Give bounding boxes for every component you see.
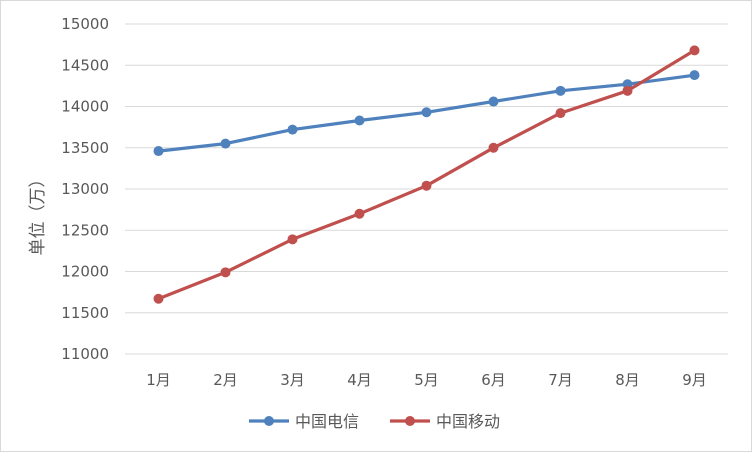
data-point xyxy=(488,96,499,107)
data-point xyxy=(555,108,566,119)
legend-label: 中国移动 xyxy=(436,412,500,431)
data-point xyxy=(287,234,298,245)
x-tick-label: 3月 xyxy=(280,371,305,389)
legend-swatch-marker xyxy=(405,416,415,426)
x-tick-label: 7月 xyxy=(548,371,573,389)
data-point xyxy=(622,85,633,96)
x-tick-label: 6月 xyxy=(481,371,506,389)
y-tick-label: 11000 xyxy=(61,345,109,363)
data-point xyxy=(488,142,499,153)
data-point xyxy=(689,45,700,56)
data-point xyxy=(421,107,432,118)
data-point xyxy=(354,208,365,219)
data-point xyxy=(153,146,164,157)
data-point xyxy=(421,180,432,191)
y-tick-label: 11500 xyxy=(61,304,109,322)
x-tick-label: 2月 xyxy=(213,371,238,389)
x-tick-label: 5月 xyxy=(414,371,439,389)
legend-item: 中国电信 xyxy=(249,412,359,431)
y-tick-label: 13500 xyxy=(61,139,109,157)
y-tick-label: 14000 xyxy=(61,98,109,116)
x-tick-label: 4月 xyxy=(347,371,372,389)
y-tick-label: 14500 xyxy=(61,56,109,74)
data-point xyxy=(153,293,164,304)
y-tick-label: 13000 xyxy=(61,180,109,198)
legend-label: 中国电信 xyxy=(295,412,359,431)
data-point xyxy=(689,70,700,81)
data-point xyxy=(555,85,566,96)
legend-item: 中国移动 xyxy=(390,412,500,431)
y-tick-label: 15000 xyxy=(61,15,109,33)
x-axis-tick-labels: 1月 2月 3月 4月 5月 6月 7月 8月 9月 xyxy=(146,371,707,389)
data-point xyxy=(220,267,231,278)
series-2 xyxy=(153,45,700,304)
series-1 xyxy=(153,70,700,157)
series-line xyxy=(156,48,697,301)
x-tick-label: 8月 xyxy=(615,371,640,389)
x-tick-label: 9月 xyxy=(682,371,707,389)
x-tick-label: 1月 xyxy=(146,371,171,389)
y-axis-title: 单位（万） xyxy=(28,171,48,256)
series-layer xyxy=(153,45,700,304)
data-point xyxy=(220,138,231,149)
legend: 中国电信 中国移动 xyxy=(249,412,500,431)
legend-swatch-marker xyxy=(264,416,274,426)
data-point xyxy=(287,124,298,135)
y-tick-label: 12500 xyxy=(61,221,109,239)
data-point xyxy=(354,115,365,126)
y-tick-label: 12000 xyxy=(61,263,109,281)
y-axis-tick-labels: 11000 11500 12000 12500 13000 13500 14000 14500… xyxy=(61,15,109,363)
